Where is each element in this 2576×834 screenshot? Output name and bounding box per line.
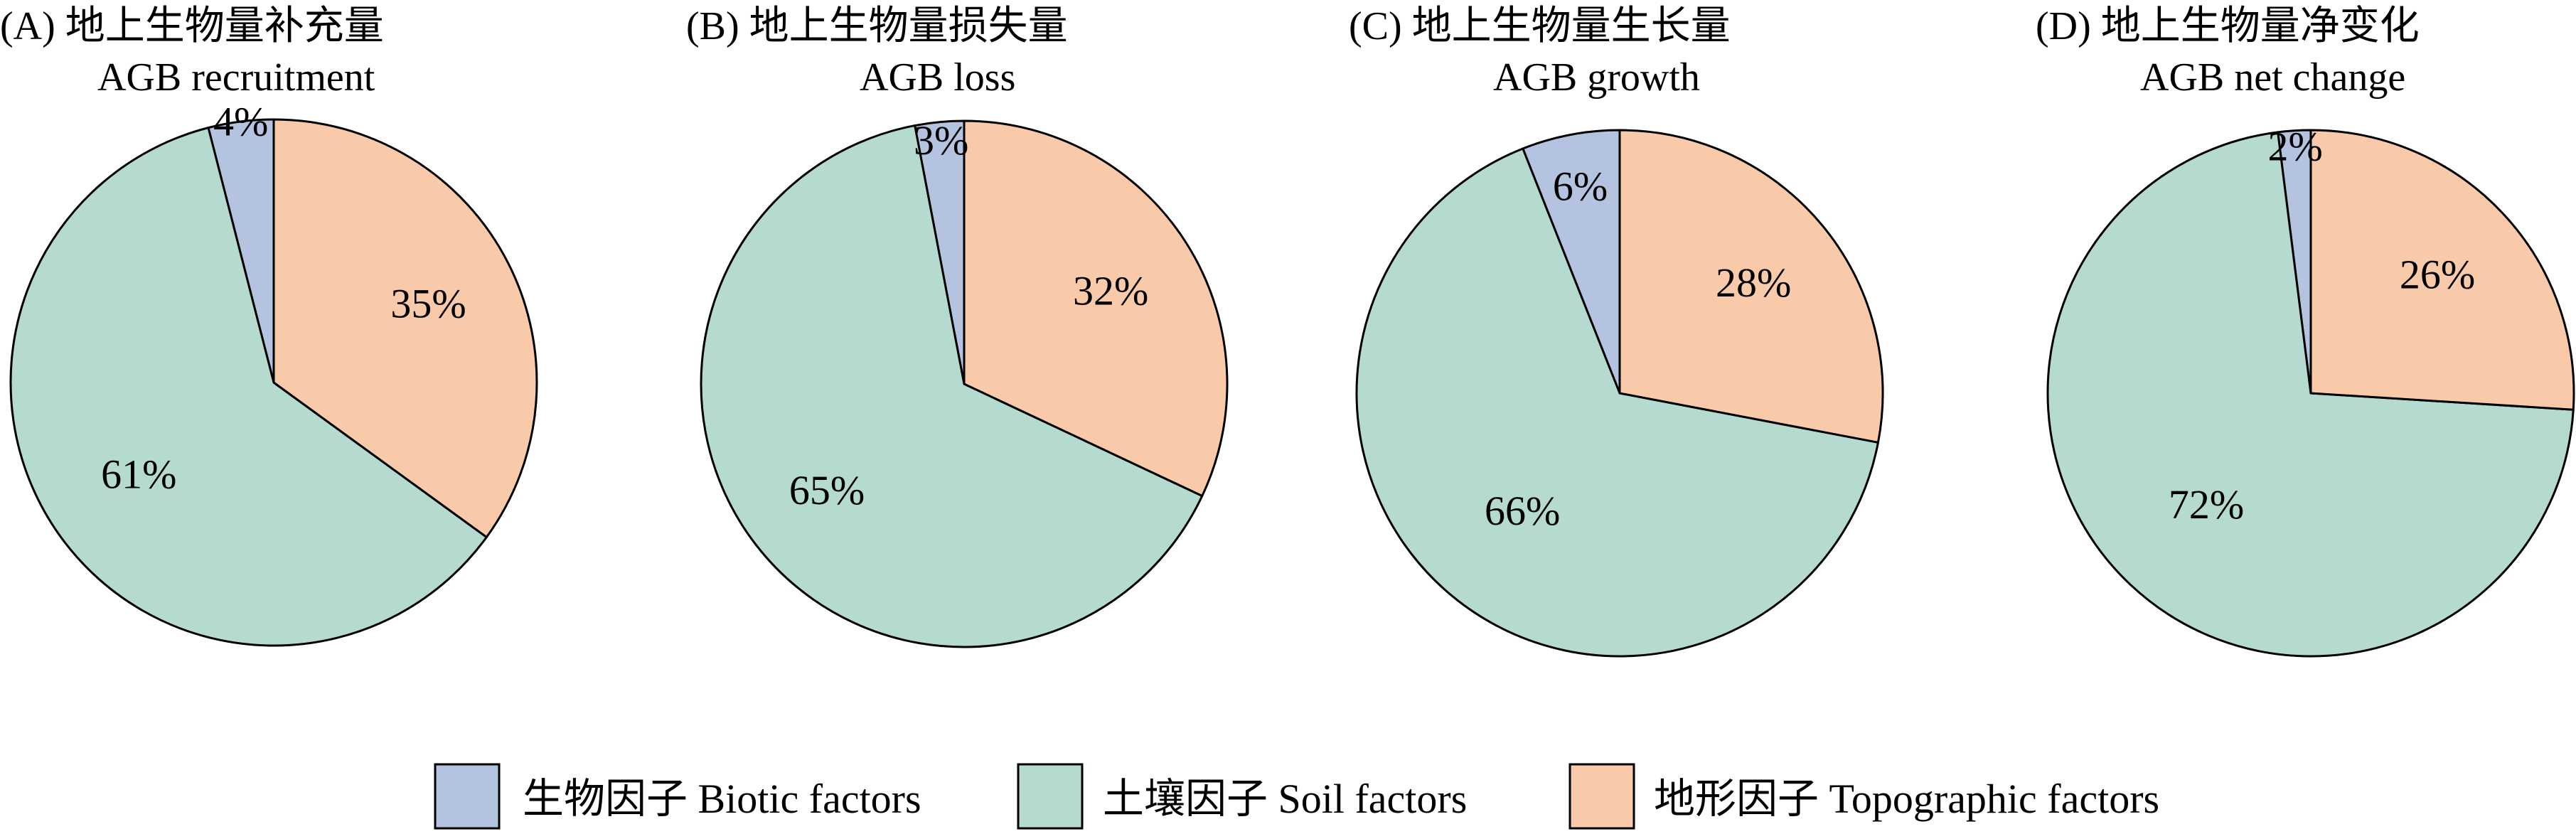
panel-c-label-topographic: 28% — [1716, 260, 1791, 306]
panel-b-label-soil: 65% — [789, 467, 865, 513]
panel-c-slice-soil — [1355, 147, 1879, 658]
panel-b: (B) 地上生物量损失量 AGB loss 3% 65% 32% — [686, 4, 1229, 648]
panel-c-slice-biotic — [1522, 129, 1621, 395]
panel-b-pie: 3% 65% 32% — [700, 117, 1229, 648]
legend-swatch-soil — [1017, 763, 1084, 830]
legend-swatch-topographic — [1568, 763, 1635, 830]
panel-d-label-topographic: 26% — [2400, 251, 2475, 297]
panel-d-subtitle: AGB net change — [2140, 55, 2405, 100]
panel-b-slice-soil — [700, 124, 1204, 648]
panel-b-subtitle: AGB loss — [860, 55, 1015, 100]
panel-d-title: (D) 地上生物量净变化 — [2036, 4, 2420, 48]
panel-d: (D) 地上生物量净变化 AGB net change 2% 72% 26% — [2036, 4, 2575, 658]
panel-d-label-soil: 72% — [2169, 481, 2244, 528]
panel-b-title: (B) 地上生物量损失量 — [686, 4, 1068, 48]
panel-d-slice-topographic — [2309, 129, 2575, 411]
panel-a-label-topographic: 35% — [390, 281, 466, 327]
panel-a-subtitle: AGB recruitment — [97, 55, 375, 100]
panel-c: (C) 地上生物量生长量 AGB growth 6% 66% 28% — [1349, 4, 1884, 658]
panel-d-pie: 2% 72% 26% — [2046, 123, 2575, 658]
legend-item-topographic: 地形因子 Topographic factors — [1568, 763, 2159, 830]
panel-a-pie: 4% 61% 35% — [9, 98, 538, 647]
panel-c-title: (C) 地上生物量生长量 — [1349, 4, 1731, 48]
panel-a-title: (A) 地上生物量补充量 — [0, 4, 384, 48]
panel-b-label-topographic: 32% — [1073, 268, 1148, 314]
panel-c-label-soil: 66% — [1485, 488, 1560, 534]
panel-a-label-biotic: 4% — [213, 98, 268, 144]
panel-c-pie: 6% 66% 28% — [1355, 129, 1884, 658]
panel-a: (A) 地上生物量补充量 AGB recruitment 4% 61% 35% — [0, 4, 538, 647]
panel-a-slice-topographic — [272, 118, 538, 538]
panel-c-label-biotic: 6% — [1553, 164, 1608, 210]
legend-label-soil: 土壤因子 Soil factors — [1103, 776, 1467, 822]
legend-item-biotic: 生物因子 Biotic factors — [434, 763, 921, 830]
panel-d-label-biotic: 2% — [2267, 123, 2322, 169]
legend-label-biotic: 生物因子 Biotic factors — [523, 776, 921, 822]
legend-item-soil: 土壤因子 Soil factors — [1017, 763, 1467, 830]
panel-c-subtitle: AGB growth — [1493, 55, 1700, 100]
legend-swatch-biotic — [434, 763, 501, 830]
panel-a-slice-soil — [9, 127, 488, 647]
panel-b-slice-topographic — [963, 119, 1229, 498]
legend-label-topographic: 地形因子 Topographic factors — [1654, 776, 2159, 822]
legend: 生物因子 Biotic factors 土壤因子 Soil factors 地形… — [434, 763, 2159, 830]
panel-b-label-biotic: 3% — [914, 117, 968, 164]
panel-a-label-soil: 61% — [101, 451, 176, 497]
panel-c-slice-topographic — [1618, 129, 1884, 444]
